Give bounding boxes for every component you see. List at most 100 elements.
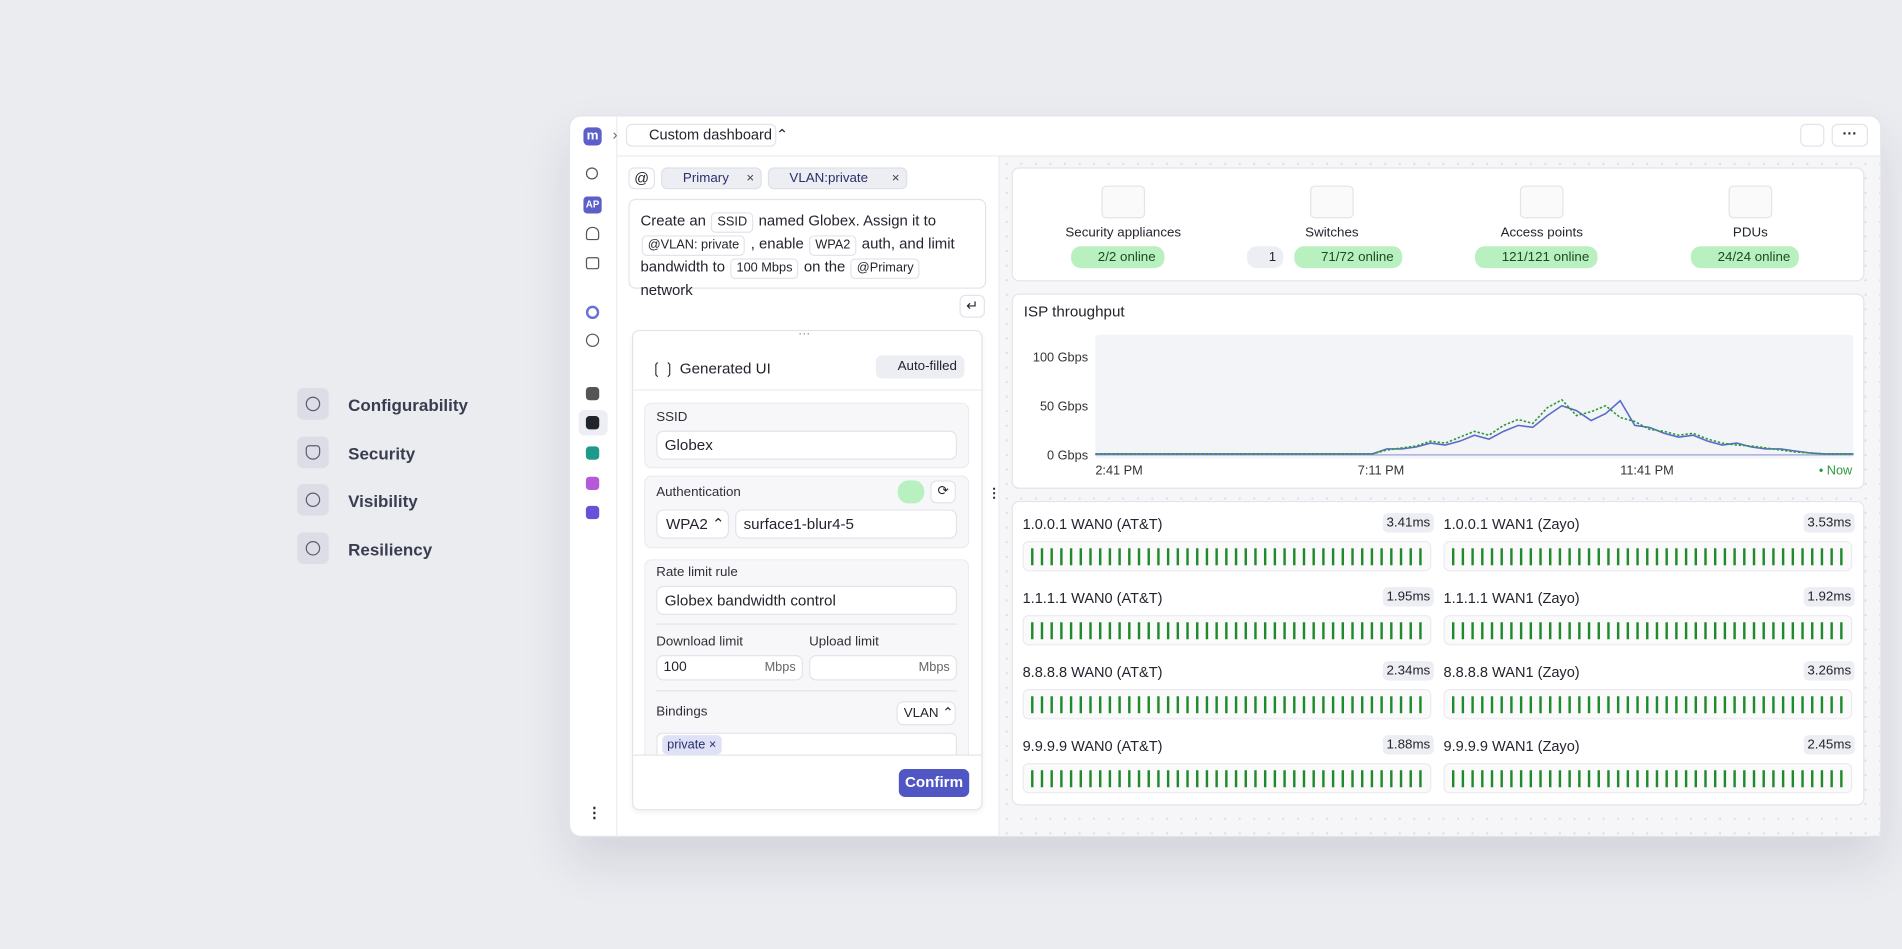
ping-tick [1166, 622, 1170, 640]
integration-icon[interactable] [585, 305, 600, 320]
password-input[interactable]: surface1-blur4-5 [735, 509, 958, 539]
chip-remove[interactable]: × [746, 171, 755, 186]
ping-tick [1108, 770, 1112, 788]
ping-tick [1646, 696, 1649, 714]
notifications-button[interactable] [1800, 123, 1825, 147]
chip-remove[interactable]: × [891, 171, 900, 186]
app-icon[interactable] [585, 446, 600, 460]
status-pill: 71/72 online [1294, 246, 1403, 269]
auth-select[interactable]: WPA2 ⌃ [656, 509, 730, 539]
ping-bar [1022, 762, 1432, 794]
ping-tick [1461, 548, 1465, 566]
org-icon[interactable] [585, 257, 600, 270]
app-icon[interactable] [585, 416, 600, 430]
ping-tick [1263, 622, 1267, 640]
ping-tick [1137, 622, 1141, 640]
ping-tick [1510, 770, 1513, 788]
binding-chip[interactable]: private × [662, 735, 722, 755]
ping-tick [1481, 622, 1484, 640]
ping-tick [1626, 770, 1630, 788]
more-icon[interactable]: ⋮ [587, 804, 602, 822]
context-chip[interactable]: Primary × [661, 167, 762, 190]
y-tick-label: 0 Gbps [1047, 448, 1088, 463]
drag-handle[interactable]: ··· [798, 327, 811, 341]
ping-tick [1166, 696, 1170, 714]
upload-unit: Mbps [918, 659, 950, 675]
dashboard-picker[interactable]: Custom dashboard ⌃ [625, 123, 788, 147]
throughput-chart: ISP throughput 100 Gbps 50 Gbps 0 Gbps 2:41 … [1024, 304, 1854, 477]
ping-tick [1166, 770, 1170, 788]
divider [633, 754, 982, 756]
ping-tick [1399, 696, 1403, 714]
confirm-button[interactable]: Confirm [898, 769, 970, 797]
prompt-box[interactable]: Create an SSID named Globex. Assign it t… [628, 198, 987, 298]
ping-tick [1215, 548, 1218, 566]
latency-badge: 2.45ms [1803, 735, 1855, 755]
feature-label: Visibility [348, 491, 418, 511]
context-chip[interactable]: VLAN:private × [767, 167, 907, 190]
ping-tick [1205, 622, 1209, 640]
shield-badge [897, 480, 925, 504]
ping-tick [1636, 770, 1639, 788]
expand-icon[interactable]: › [612, 126, 618, 144]
ping-tick [1215, 696, 1218, 714]
menu-button[interactable]: ··· [1831, 123, 1869, 147]
ping-tick [1529, 548, 1533, 566]
ping-tick [1665, 548, 1668, 566]
ping-tick [1322, 696, 1325, 714]
ping-tick [1419, 770, 1422, 788]
ping-tick [1500, 622, 1503, 640]
rate-input[interactable]: Globex bandwidth control [656, 585, 958, 615]
ping-tick [1176, 770, 1180, 788]
ping-tick [1490, 696, 1494, 714]
mention-button[interactable]: @ [628, 167, 656, 190]
ping-name: 9.9.9.9 WAN0 (AT&T) [1022, 737, 1163, 755]
ping-tick [1713, 770, 1717, 788]
resize-handle[interactable]: ⋮ [987, 486, 1001, 501]
ping-tick [1529, 622, 1533, 640]
app-icon[interactable] [585, 476, 600, 491]
ping-tick [1578, 622, 1581, 640]
app-icon[interactable] [585, 386, 600, 401]
feature-icon-glyph [305, 492, 321, 508]
app-icon[interactable] [585, 505, 600, 520]
regenerate-button[interactable]: ⟳ [930, 480, 956, 504]
ping-tick [1558, 548, 1562, 566]
download-input[interactable]: 100 Mbps [656, 655, 804, 681]
ping-tick [1684, 548, 1688, 566]
settings-icon[interactable] [585, 333, 600, 347]
search-icon[interactable] [585, 167, 599, 180]
latency-badge: 2.34ms [1382, 661, 1434, 681]
ping-tick [1031, 548, 1034, 566]
ping-tick [1539, 696, 1542, 714]
ping-tick [1762, 696, 1765, 714]
ping-tick [1752, 548, 1756, 566]
ping-tick [1234, 622, 1238, 640]
submit-button[interactable]: ↵ [959, 294, 985, 318]
feature-label: Configurability [348, 395, 468, 415]
ping-tick [1461, 770, 1465, 788]
latency-badge: 3.26ms [1803, 661, 1855, 681]
bindings-select[interactable]: VLAN ⌃ [896, 701, 956, 726]
ping-tick [1500, 548, 1503, 566]
ping-tick [1331, 770, 1335, 788]
ping-tick [1283, 770, 1286, 788]
ping-tick [1539, 770, 1542, 788]
ping-tick [1772, 622, 1775, 640]
ping-tick [1500, 696, 1503, 714]
ping-tick [1079, 548, 1083, 566]
bell-icon[interactable] [585, 226, 600, 241]
ping-tick [1040, 548, 1044, 566]
ping-tick [1811, 622, 1814, 640]
feature-icon-glyph [305, 396, 321, 412]
avatar[interactable]: AP [583, 196, 602, 214]
ssid-input[interactable]: Globex [656, 430, 958, 460]
code-token: @Primary [850, 258, 920, 279]
ping-tick [1079, 770, 1083, 788]
upload-input[interactable]: Mbps [809, 655, 958, 681]
ping-name: 9.9.9.9 WAN1 (Zayo) [1443, 737, 1580, 755]
logo[interactable]: m [583, 127, 602, 146]
bindings-input[interactable] [656, 732, 958, 755]
ping-tick [1713, 622, 1717, 640]
ping-bar [1022, 541, 1432, 572]
